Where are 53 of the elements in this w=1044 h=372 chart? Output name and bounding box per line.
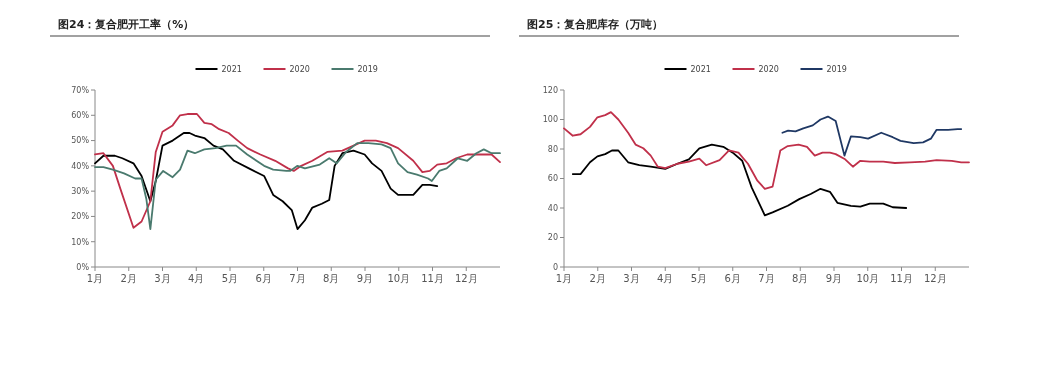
line-series [94, 113, 501, 229]
y-tick-label: 120 [542, 85, 558, 95]
x-tick-label: 9月 [825, 273, 843, 284]
line-series [563, 111, 970, 190]
x-tick-label: 8月 [792, 273, 809, 284]
legend-label: 2020 [289, 64, 310, 74]
y-tick-label: 10% [71, 237, 90, 247]
y-tick-label: 0% [76, 262, 90, 272]
x-tick-label: 6月 [255, 273, 272, 284]
y-tick-label: 70% [71, 85, 90, 95]
x-tick-label: 4月 [188, 273, 205, 284]
x-tick-label: 12月 [923, 273, 947, 284]
legend-label: 2019 [826, 64, 847, 74]
x-tick-label: 4月 [657, 273, 674, 284]
y-tick-label: 20 [547, 233, 558, 243]
y-tick-label: 20% [71, 212, 90, 222]
legend-label: 2020 [758, 64, 779, 74]
x-tick-label: 1月 [555, 273, 573, 284]
x-tick-label: 11月 [421, 273, 444, 284]
x-tick-label: 7月 [758, 273, 775, 284]
line-series [781, 115, 963, 157]
y-tick-label: 30% [71, 186, 90, 196]
y-tick-label: 80 [547, 144, 558, 154]
y-tick-label: 60% [71, 111, 90, 121]
x-tick-label: 3月 [154, 273, 171, 284]
x-tick-label: 1月 [86, 273, 104, 284]
x-tick-label: 3月 [623, 273, 640, 284]
x-tick-label: 9月 [356, 273, 374, 284]
x-tick-label: 7月 [289, 273, 306, 284]
x-tick-label: 11月 [890, 273, 913, 284]
x-tick-label: 2月 [120, 273, 137, 284]
x-tick-label: 6月 [724, 273, 741, 284]
x-tick-label: 2月 [589, 273, 606, 284]
x-tick-label: 5月 [690, 273, 708, 284]
chart-title: 图24：复合肥开工率（%） [58, 18, 195, 31]
legend-label: 2019 [357, 64, 378, 74]
legend-label: 2021 [221, 64, 242, 74]
line-series [94, 142, 501, 230]
chart-title: 图25：复合肥库存（万吨） [527, 18, 664, 31]
y-tick-label: 100 [542, 115, 558, 125]
x-tick-label: 10月 [856, 273, 880, 284]
y-tick-label: 40% [71, 161, 90, 171]
x-tick-label: 5月 [221, 273, 239, 284]
legend-label: 2021 [690, 64, 711, 74]
y-tick-label: 50% [71, 136, 90, 146]
x-tick-label: 12月 [454, 273, 478, 284]
y-tick-label: 60 [547, 174, 558, 184]
line-series [571, 143, 908, 217]
y-tick-label: 40 [547, 203, 558, 213]
line-series [94, 132, 439, 230]
x-tick-label: 8月 [323, 273, 340, 284]
x-tick-label: 10月 [387, 273, 411, 284]
y-tick-label: 0 [552, 262, 558, 272]
